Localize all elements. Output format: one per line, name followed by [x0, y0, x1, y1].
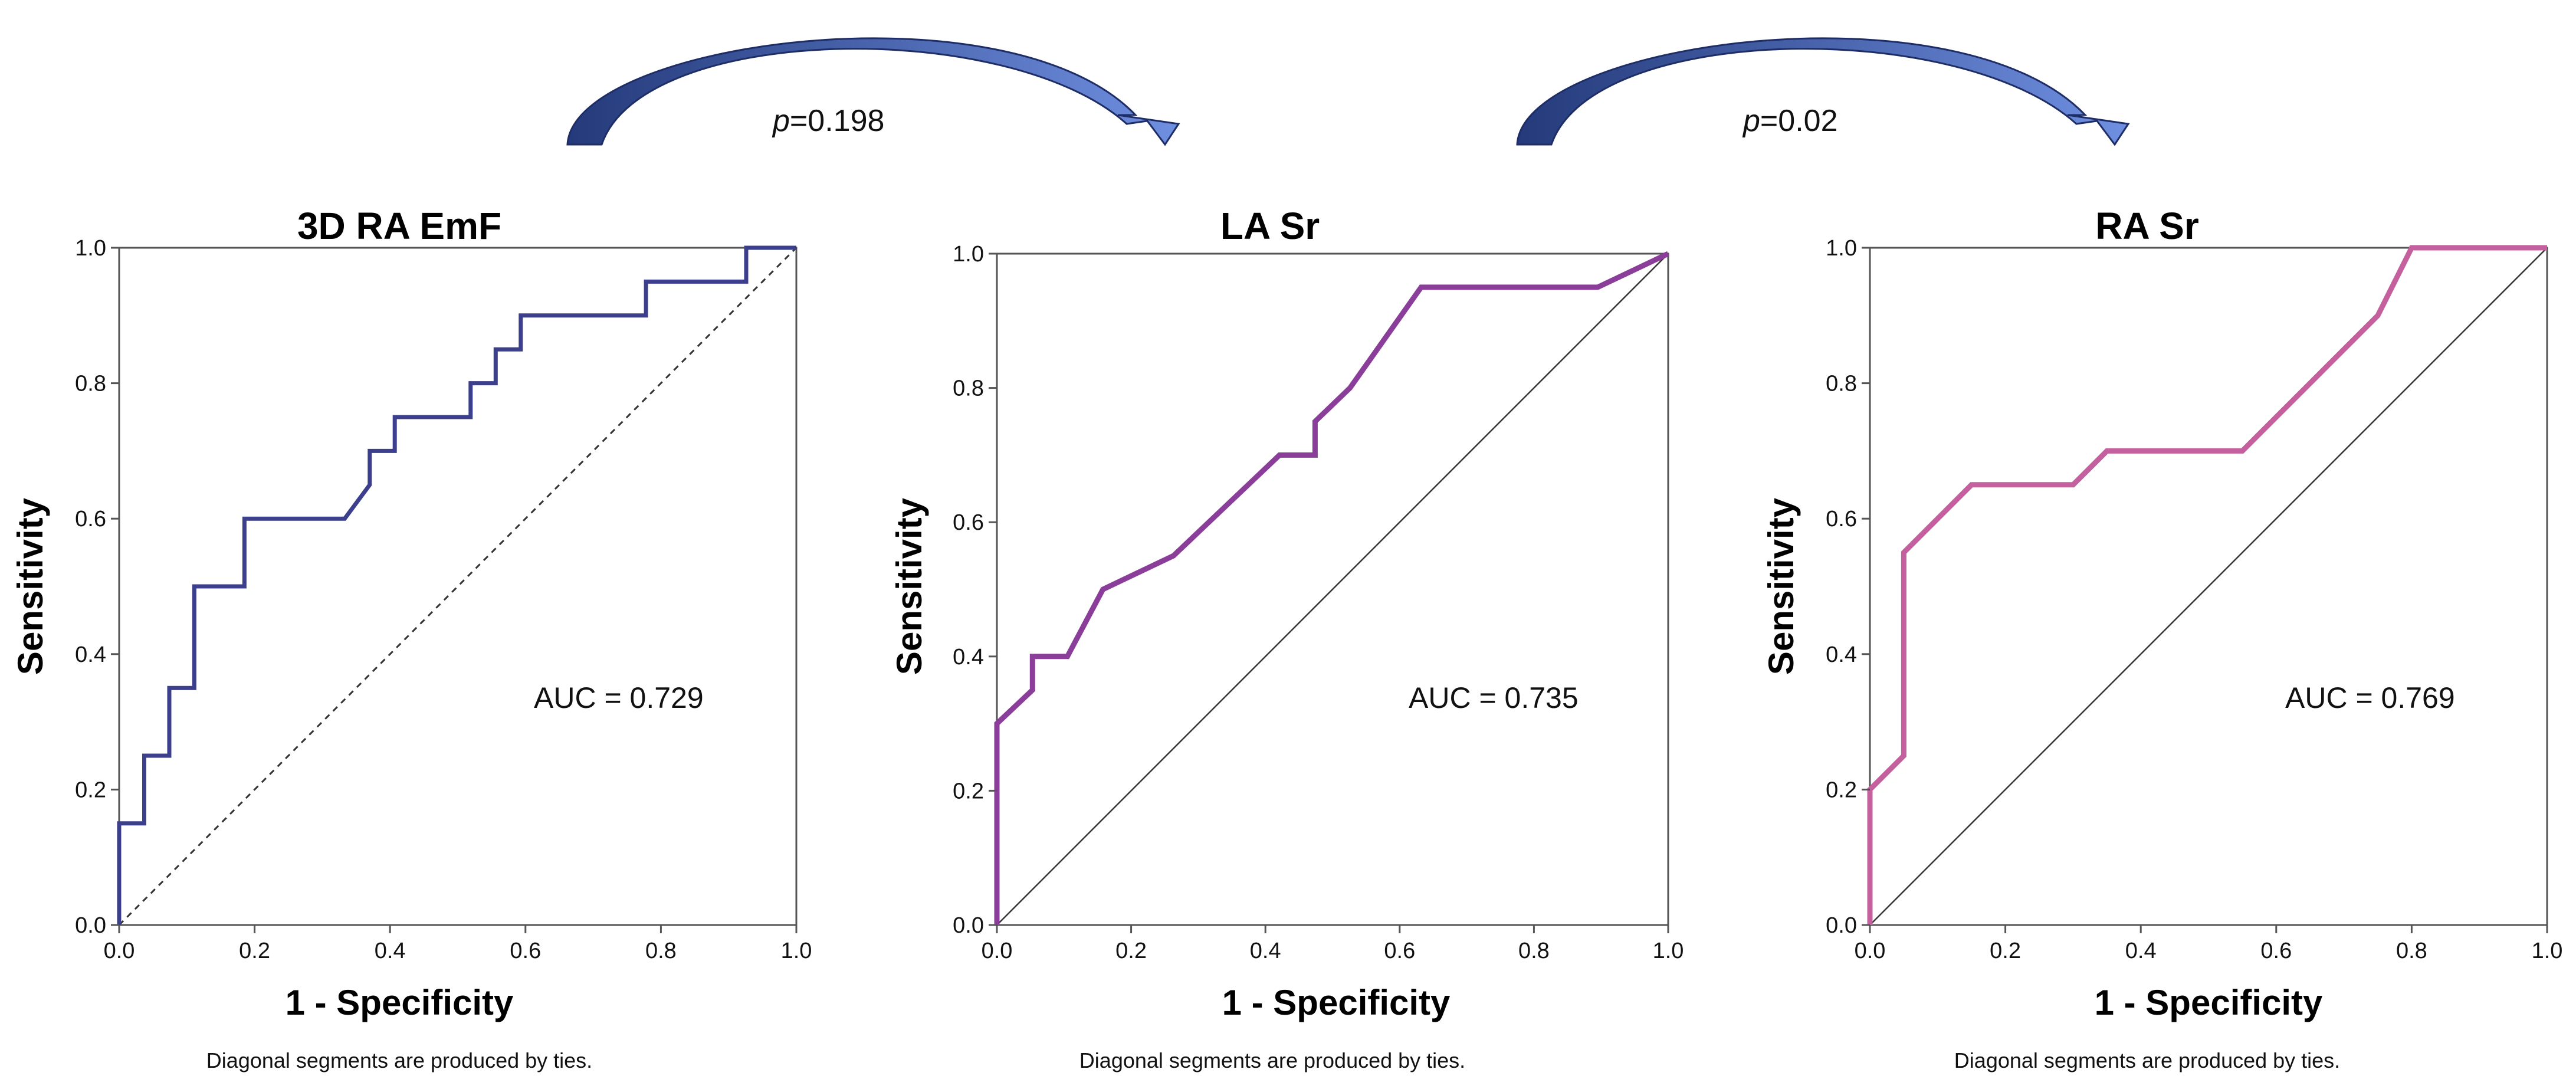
- y-axis-label: Sensitivity: [11, 497, 50, 675]
- reference-diagonal: [1869, 247, 2548, 926]
- x-tick-label: 0.2: [239, 939, 270, 963]
- x-tick-label: 0.6: [510, 939, 541, 963]
- x-tick-label: 0.4: [1250, 939, 1281, 963]
- x-tick-label: 1.0: [1653, 939, 1684, 963]
- x-tick-label: 0.0: [104, 939, 135, 963]
- x-tick-label: 0.2: [1990, 939, 2021, 963]
- y-tick-label: 0.2: [1826, 778, 1857, 802]
- roc-panel-ra-sr: RA Sr 0.0 0.2 0.4 0.6 0.8 1.0 0.0 0.2 0.4 0.6 0.8…: [1761, 205, 2562, 1072]
- y-tick-label: 0.6: [953, 510, 984, 535]
- x-axis-label: 1 - Specificity: [1222, 983, 1451, 1022]
- panel-title: 3D RA EmF: [297, 205, 501, 247]
- plot-frame: [118, 247, 798, 926]
- y-axis-ticks: 0.0 0.2 0.4 0.6 0.8 1.0: [1826, 236, 1870, 938]
- auc-annotation: AUC = 0.729: [534, 681, 704, 714]
- y-tick-label: 0.8: [75, 372, 106, 396]
- x-tick-label: 0.0: [1855, 939, 1886, 963]
- roc-panel-la-sr: LA Sr 0.0 0.2 0.4 0.6 0.8 1.0 0.0 0.2 0.4 0.6 0.8…: [890, 205, 1684, 1072]
- x-tick-label: 0.8: [645, 939, 677, 963]
- panel-title: RA Sr: [2095, 205, 2198, 247]
- y-tick-label: 0.0: [75, 913, 106, 938]
- reference-diagonal: [996, 253, 1669, 926]
- y-tick-label: 0.6: [75, 507, 106, 532]
- x-tick-label: 0.4: [375, 939, 406, 963]
- x-axis-ticks: 0.0 0.2 0.4 0.6 0.8 1.0: [982, 925, 1684, 963]
- auc-annotation: AUC = 0.735: [1409, 681, 1579, 714]
- footnote: Diagonal segments are produced by ties.: [206, 1048, 592, 1072]
- roc-curve: [117, 245, 796, 925]
- x-tick-label: 0.8: [1518, 939, 1550, 963]
- comparison-arrow-2: p=0.02: [1516, 37, 2130, 146]
- y-tick-label: 1.0: [953, 242, 984, 267]
- plot-frame: [1869, 247, 2548, 926]
- y-tick-label: 0.2: [75, 778, 106, 802]
- x-tick-label: 0.6: [1384, 939, 1415, 963]
- y-tick-label: 0.6: [1826, 507, 1857, 532]
- y-axis-label: Sensitivity: [890, 497, 929, 675]
- x-axis-label: 1 - Specificity: [286, 983, 514, 1022]
- x-tick-label: 0.8: [2396, 939, 2427, 963]
- x-tick-label: 1.0: [2532, 939, 2563, 963]
- p-value-2: p=0.02: [1742, 104, 1838, 138]
- y-tick-label: 0.4: [953, 645, 984, 670]
- p-value-1: p=0.198: [772, 104, 884, 138]
- plot-frame: [996, 252, 1669, 926]
- auc-annotation: AUC = 0.769: [2285, 681, 2455, 714]
- y-tick-label: 0.4: [1826, 642, 1857, 667]
- y-tick-label: 1.0: [1826, 236, 1857, 261]
- y-tick-label: 0.8: [1826, 372, 1857, 396]
- roc-curve: [1867, 245, 2547, 925]
- p-value-text-2: =0.02: [1760, 104, 1838, 138]
- comparison-arrow-1: p=0.198: [566, 37, 1180, 146]
- x-axis-label: 1 - Specificity: [2095, 983, 2323, 1022]
- x-tick-label: 0.0: [982, 939, 1013, 963]
- x-tick-label: 0.6: [2260, 939, 2292, 963]
- reference-diagonal: [118, 247, 798, 926]
- x-tick-label: 0.2: [1115, 939, 1147, 963]
- y-tick-label: 0.0: [953, 913, 984, 938]
- roc-panel-3d-ra-emf: 3D RA EmF 0.0 0.2 0.4 0.6 0.8 1.0 0.00.20.40.…: [11, 205, 812, 1072]
- x-axis-ticks: 0.0 0.2 0.4 0.6 0.8 1.0: [104, 925, 812, 963]
- y-axis-ticks: 0.0 0.2 0.4 0.6 0.8 1.0: [953, 242, 997, 938]
- y-tick-label: 1.0: [75, 236, 106, 261]
- footnote: Diagonal segments are produced by ties.: [1079, 1048, 1465, 1072]
- p-label-1: p: [772, 104, 790, 138]
- y-axis-ticks: 0.0 0.2 0.4 0.6 0.8 1.0: [75, 236, 119, 938]
- curved-arrow-icon: [1516, 37, 2130, 146]
- p-label-2: p: [1742, 104, 1760, 138]
- panel-title: LA Sr: [1220, 205, 1320, 247]
- curved-arrow-icon: [566, 37, 1180, 146]
- y-axis-label: Sensitivity: [1761, 497, 1801, 675]
- p-value-text-1: =0.198: [790, 104, 885, 138]
- footnote: Diagonal segments are produced by ties.: [1954, 1048, 2340, 1072]
- x-tick-label: 1.0: [781, 939, 812, 963]
- y-tick-label: 0.4: [75, 642, 106, 667]
- roc-curve: [994, 251, 1669, 925]
- x-axis-ticks: 0.0 0.2 0.4 0.6 0.8 1.0: [1855, 925, 2563, 963]
- x-tick-label: 0.4: [2125, 939, 2157, 963]
- y-tick-label: 0.8: [953, 376, 984, 401]
- y-tick-label: 0.2: [953, 779, 984, 803]
- y-tick-label: 0.0: [1826, 913, 1857, 938]
